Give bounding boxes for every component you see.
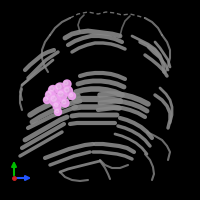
Circle shape (58, 91, 63, 96)
Circle shape (55, 83, 65, 93)
Circle shape (50, 87, 54, 91)
Circle shape (54, 103, 58, 107)
Circle shape (64, 81, 68, 85)
Circle shape (56, 84, 61, 89)
Circle shape (64, 86, 72, 96)
Circle shape (53, 102, 61, 110)
Circle shape (62, 100, 66, 104)
Circle shape (47, 92, 51, 96)
Circle shape (51, 96, 56, 101)
Circle shape (44, 97, 50, 104)
Circle shape (55, 109, 59, 113)
Circle shape (61, 99, 69, 107)
Circle shape (46, 90, 54, 99)
Circle shape (50, 95, 60, 106)
Circle shape (44, 97, 48, 101)
Circle shape (54, 108, 62, 116)
Circle shape (48, 86, 58, 95)
Circle shape (65, 88, 69, 92)
Circle shape (69, 93, 73, 97)
Circle shape (63, 80, 71, 88)
Circle shape (57, 90, 67, 100)
Circle shape (68, 92, 76, 99)
